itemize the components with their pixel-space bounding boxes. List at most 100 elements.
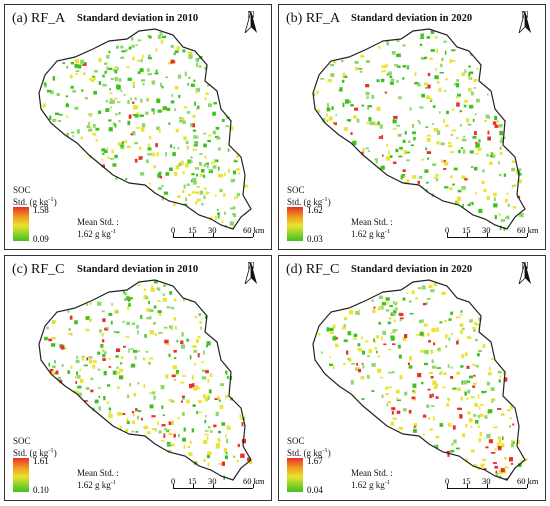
map-pixel [190,83,195,87]
map-pixel [341,79,345,83]
map-pixel [52,365,56,368]
map-pixel [109,88,112,91]
map-pixel [140,79,146,82]
map-pixel [51,371,55,376]
map-pixel [473,87,477,89]
map-pixel [207,454,210,459]
map-pixel [80,379,84,384]
map-pixel [374,158,378,161]
map-pixel [408,409,412,414]
legend-title: SOC Std. (g kg-1) [13,436,57,458]
map-pixel [360,55,365,58]
map-pixel [49,115,52,120]
map-pixel [66,102,69,106]
map-pixel [428,340,431,343]
map-pixel [171,374,176,378]
study-area-boundary [312,28,526,230]
mean-std-label: Mean Std. : [351,217,393,227]
map-pixel [343,127,348,131]
map-pixel [406,179,410,184]
map-pixel [464,391,467,396]
map-pixel [91,79,95,83]
map-pixel [226,425,230,430]
map-pixel [204,433,209,436]
map-pixel [360,376,365,380]
map-pixel [453,439,457,444]
map-pixel [388,317,392,320]
map-pixel [413,429,417,433]
map-pixel [366,122,369,125]
map-pixel [394,64,399,67]
map-pixel [192,177,197,182]
map-pixel [459,314,463,316]
map-pixel [156,98,161,104]
map-pixel [130,37,134,41]
map-pixel [392,310,397,314]
map-pixel [378,295,384,299]
map-pixel [170,45,174,48]
map-pixel [151,80,156,85]
map-pixel [458,407,462,410]
map-pixel [130,348,134,350]
scale-tick [527,233,528,237]
map-pixel [227,148,230,152]
map-pixel [399,313,404,317]
map-pixel [444,186,449,189]
map-pixel [201,169,205,173]
map-pixel [380,165,385,170]
map-pixel [456,200,460,204]
north-arrow: N [243,11,259,33]
map-pixel [171,94,174,97]
map-pixel [482,458,487,462]
map-pixel [429,98,432,101]
map-pixel [431,327,436,333]
map-pixel [463,104,467,108]
map-pixel [132,414,135,417]
map-pixel [426,138,431,142]
map-pixel [194,363,196,366]
map-pixel [174,86,179,90]
map-pixel [396,397,398,400]
map-pixel [127,120,131,126]
map-pixel [84,400,88,402]
mean-std: Mean Std. : 1.62 g kg-1 [351,468,393,490]
map-pixel [472,382,477,385]
map-pixel [417,83,421,87]
map-pixel [465,424,468,428]
map-pixel [346,350,349,355]
map-pixel [85,386,90,390]
map-pixel [136,325,139,329]
map-pixel [420,57,426,60]
map-pixel [88,121,91,126]
map-pixel [450,311,454,315]
north-arrow: N [243,262,259,284]
map-pixel [456,102,460,107]
map-pixel [402,139,406,143]
map-pixel [431,365,437,369]
map-pixel [159,82,163,87]
map-pixel [478,406,481,410]
map-pixel [381,336,383,341]
map-pixel [218,147,221,151]
map-pixel [435,178,439,182]
map-pixel [470,426,473,428]
map-pixel [199,321,203,324]
map-pixel [425,126,428,128]
soc-std-map [38,28,252,230]
map-pixel [414,82,419,85]
map-pixel [225,125,229,128]
scale-bar: 0 15 30 60 km [445,476,539,500]
legend-title-line1: SOC [13,436,31,446]
map-pixel [115,113,118,116]
map-pixel [67,370,71,374]
scale-tick [467,233,468,237]
map-pixel [372,121,376,125]
map-pixel [132,101,135,104]
map-pixel [500,468,505,473]
map-pixel [379,376,383,379]
map-pixel [197,353,200,358]
map-pixel [458,149,461,154]
map-pixel [132,56,135,61]
legend-title-close: ) [327,448,331,458]
map-pixel [328,116,333,121]
